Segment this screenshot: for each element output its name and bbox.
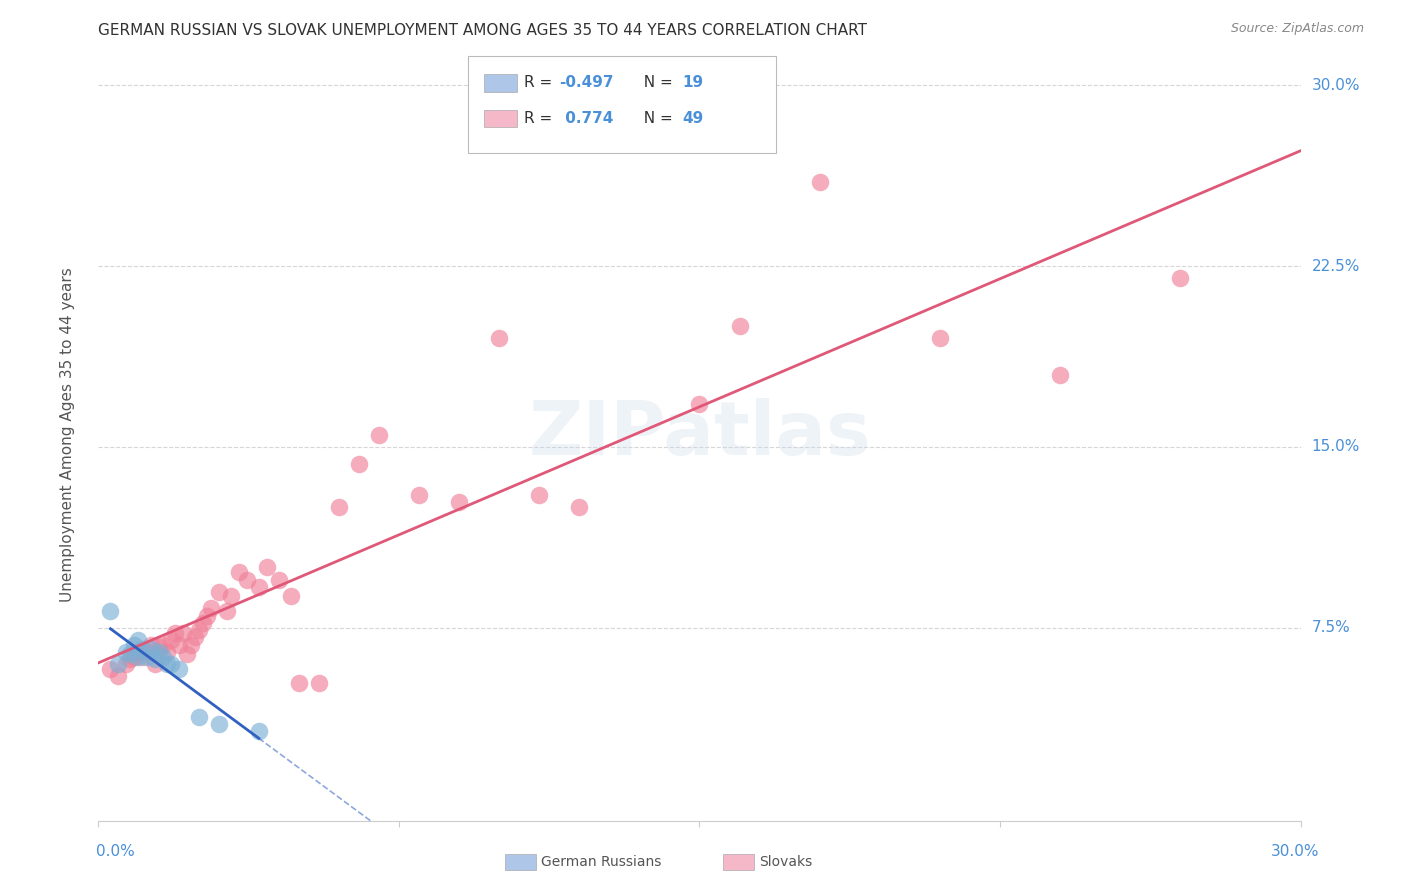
Point xyxy=(135,645,157,659)
Point xyxy=(347,457,370,471)
Point xyxy=(183,631,205,645)
Point xyxy=(208,717,231,731)
Point xyxy=(159,657,181,671)
Point xyxy=(128,645,150,659)
Point xyxy=(120,652,142,666)
Text: German Russians: German Russians xyxy=(541,855,662,869)
Point xyxy=(267,573,290,587)
Point xyxy=(235,573,257,587)
Point xyxy=(128,632,150,647)
Point xyxy=(100,604,122,618)
Point xyxy=(187,623,209,637)
Point xyxy=(288,676,311,690)
Point xyxy=(308,676,330,690)
Point xyxy=(100,662,122,676)
Text: 15.0%: 15.0% xyxy=(1312,440,1360,454)
Y-axis label: Unemployment Among Ages 35 to 44 years: Unemployment Among Ages 35 to 44 years xyxy=(60,268,75,602)
Point xyxy=(208,584,231,599)
Point xyxy=(200,601,222,615)
Point xyxy=(529,488,551,502)
Point xyxy=(191,615,214,630)
Point xyxy=(195,608,218,623)
Point xyxy=(172,625,194,640)
Point xyxy=(120,647,142,661)
Point xyxy=(1170,271,1192,285)
Text: 7.5%: 7.5% xyxy=(1312,620,1350,635)
Point xyxy=(568,500,591,515)
Point xyxy=(215,604,238,618)
Point xyxy=(1049,368,1071,382)
Point xyxy=(115,645,138,659)
Text: N =: N = xyxy=(634,112,678,126)
Text: 22.5%: 22.5% xyxy=(1312,259,1360,274)
Point xyxy=(408,488,430,502)
Point xyxy=(219,590,242,604)
Point xyxy=(187,710,209,724)
Point xyxy=(152,638,174,652)
Point xyxy=(247,724,270,739)
Point xyxy=(131,649,153,664)
Point xyxy=(148,645,170,659)
Point xyxy=(180,638,202,652)
Point xyxy=(247,580,270,594)
Text: 49: 49 xyxy=(682,112,703,126)
Point xyxy=(488,331,510,345)
Point xyxy=(107,657,129,671)
Point xyxy=(139,642,162,657)
Point xyxy=(280,590,302,604)
Point xyxy=(143,657,166,671)
Point xyxy=(135,649,157,664)
Point xyxy=(159,632,181,647)
Point xyxy=(167,662,190,676)
Point xyxy=(115,657,138,671)
Point xyxy=(447,495,470,509)
Point xyxy=(124,649,146,664)
Point xyxy=(107,669,129,683)
Text: Slovaks: Slovaks xyxy=(759,855,813,869)
Point xyxy=(167,638,190,652)
Text: GERMAN RUSSIAN VS SLOVAK UNEMPLOYMENT AMONG AGES 35 TO 44 YEARS CORRELATION CHAR: GERMAN RUSSIAN VS SLOVAK UNEMPLOYMENT AM… xyxy=(98,23,868,38)
Point xyxy=(155,645,177,659)
Text: 30.0%: 30.0% xyxy=(1271,845,1319,859)
Point xyxy=(143,652,166,666)
Point xyxy=(368,428,391,442)
Point xyxy=(328,500,350,515)
Point xyxy=(155,657,177,671)
Text: 30.0%: 30.0% xyxy=(1312,78,1360,93)
Text: -0.497: -0.497 xyxy=(560,76,614,90)
Text: N =: N = xyxy=(634,76,678,90)
Point xyxy=(152,649,174,664)
Text: 19: 19 xyxy=(682,76,703,90)
Text: 0.0%: 0.0% xyxy=(96,845,135,859)
Text: ZIPatlas: ZIPatlas xyxy=(529,399,870,471)
Point xyxy=(688,396,710,410)
Point xyxy=(256,560,278,574)
Text: 0.774: 0.774 xyxy=(560,112,613,126)
Point xyxy=(131,642,153,657)
Text: Source: ZipAtlas.com: Source: ZipAtlas.com xyxy=(1230,22,1364,36)
Text: R =: R = xyxy=(524,112,558,126)
Point xyxy=(148,640,170,654)
Point xyxy=(929,331,952,345)
Text: R =: R = xyxy=(524,76,558,90)
Point xyxy=(128,649,150,664)
Point xyxy=(228,566,250,580)
Point xyxy=(139,638,162,652)
Point xyxy=(728,319,751,334)
Point xyxy=(176,647,198,661)
Point xyxy=(808,175,831,189)
Point xyxy=(124,638,146,652)
Point xyxy=(163,625,186,640)
